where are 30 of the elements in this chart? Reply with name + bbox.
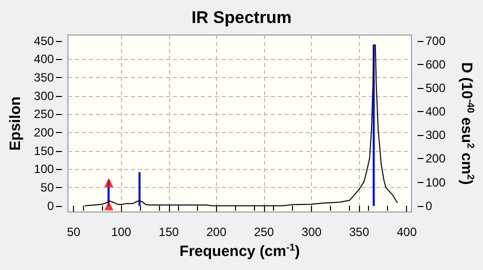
y-tick-label: 200 xyxy=(34,125,54,140)
x-tick-label: 200 xyxy=(206,225,227,239)
y2-tick-label: 700 xyxy=(426,34,446,48)
x-tick-label: 250 xyxy=(254,225,274,239)
x-tick-label: 300 xyxy=(302,225,322,239)
x-tick-label: 400 xyxy=(396,225,418,239)
chart-title: IR Spectrum xyxy=(191,8,292,27)
y2-tick-label: 500 xyxy=(426,81,446,96)
y-tick-label: 400 xyxy=(34,52,54,66)
y-tick-label: 50 xyxy=(40,180,54,194)
x-tick-label: 150 xyxy=(158,225,180,239)
y2-tick-label: 300 xyxy=(426,128,446,142)
y-tick-label: 0 xyxy=(47,198,54,213)
y-tick-label: 450 xyxy=(34,34,54,48)
y-tick-label: 350 xyxy=(34,70,54,85)
y2-axis-title: D (10-40 esu2 cm2) xyxy=(458,62,476,185)
x-tick-label: 100 xyxy=(111,225,132,239)
y-tick-label: 300 xyxy=(34,88,54,103)
bar xyxy=(138,172,140,206)
y2-tick-label: 0 xyxy=(426,198,432,213)
x-tick-label: 50 xyxy=(66,225,81,239)
y2-tick-label: 100 xyxy=(426,175,446,190)
y2-tick-label: 600 xyxy=(426,57,446,72)
y-tick-label: 150 xyxy=(34,144,54,158)
y-tick-label: 250 xyxy=(34,107,54,122)
y2-tick-label: 400 xyxy=(426,104,446,119)
y-tick-label: 100 xyxy=(34,162,54,176)
x-tick-label: 350 xyxy=(349,225,370,239)
y2-tick-label: 200 xyxy=(426,152,446,166)
y-axis-title: Epsilon xyxy=(7,96,24,151)
